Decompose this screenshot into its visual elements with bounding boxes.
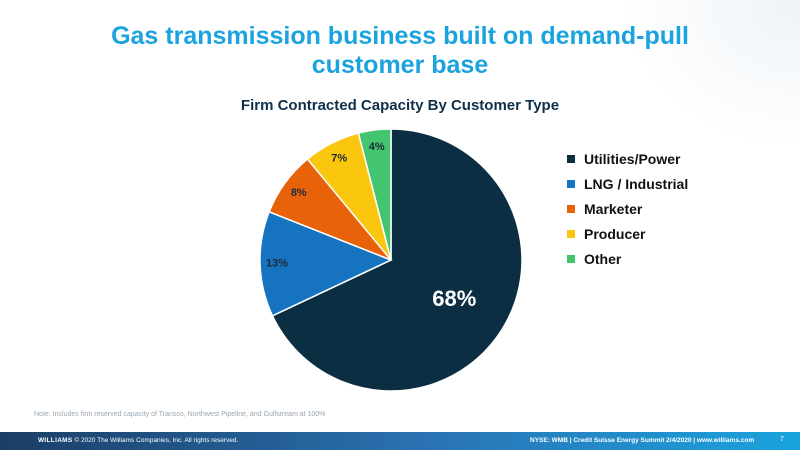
slide-title: Gas transmission business built on deman…: [111, 22, 689, 79]
legend-swatch: [567, 204, 575, 213]
legend-swatch: [567, 154, 575, 163]
chart-title: Firm Contracted Capacity By Customer Typ…: [240, 97, 560, 114]
pie-data-label: 68%: [432, 286, 476, 311]
legend-swatch: [567, 229, 575, 238]
legend-item-producer: Producer: [567, 221, 688, 246]
pie-data-label: 13%: [266, 257, 288, 269]
legend-label: LNG / Industrial: [584, 175, 689, 192]
footer-copyright: WILLIAMS © 2020 The Williams Companies, …: [38, 437, 238, 444]
legend-item-utilities: Utilities/Power: [567, 146, 688, 171]
legend-swatch: [567, 254, 575, 263]
footer-copyright-text: © 2020 The Williams Companies, Inc. All …: [74, 437, 239, 444]
pie-slice-lng-industrial: [259, 210, 393, 317]
legend-label: Other: [584, 250, 622, 267]
pie-slice-other: [357, 128, 392, 261]
pie-slice-utilities-power: [271, 128, 523, 392]
footer-info: NYSE: WMB | Credit Suisse Energy Summit …: [530, 437, 755, 444]
footer-bar: WILLIAMS © 2020 The Williams Companies, …: [0, 432, 800, 450]
background-decoration: [620, 0, 800, 150]
legend-label: Utilities/Power: [584, 150, 681, 167]
chart-legend: Utilities/Power LNG / Industrial Markete…: [567, 146, 688, 271]
legend-label: Marketer: [584, 200, 643, 217]
legend-item-lng-industrial: LNG / Industrial: [567, 171, 688, 196]
footer-brand: WILLIAMS: [38, 437, 73, 444]
pie-data-label: 7%: [331, 152, 347, 164]
pie-data-label: 8%: [291, 187, 307, 199]
legend-item-other: Other: [567, 246, 688, 271]
legend-swatch: [567, 179, 575, 188]
legend-item-marketer: Marketer: [567, 196, 688, 221]
legend-label: Producer: [584, 225, 646, 242]
pie-data-label: 4%: [369, 141, 385, 153]
footnote: Note: Includes firm reserved capacity of…: [34, 411, 326, 418]
page-number: 7: [780, 436, 784, 443]
